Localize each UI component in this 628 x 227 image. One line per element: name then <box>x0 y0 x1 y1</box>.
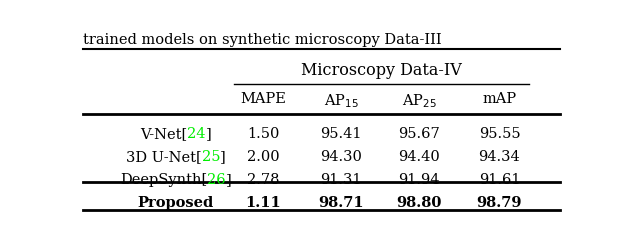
Text: AP$_{15}$: AP$_{15}$ <box>324 92 359 110</box>
Text: 91.31: 91.31 <box>320 172 362 186</box>
Text: 3D U-Net[25]: 3D U-Net[25] <box>0 226 1 227</box>
Text: 1.11: 1.11 <box>246 195 281 209</box>
Text: MAPE: MAPE <box>241 92 286 106</box>
Text: 26: 26 <box>207 172 226 186</box>
Text: 94.30: 94.30 <box>320 150 362 163</box>
Text: trained models on synthetic microscopy Data-III: trained models on synthetic microscopy D… <box>84 32 442 47</box>
Text: 94.34: 94.34 <box>479 150 521 163</box>
Text: V-Net[: V-Net[ <box>140 127 187 141</box>
Text: 3D U-Net[: 3D U-Net[ <box>126 150 202 163</box>
Text: Proposed: Proposed <box>138 195 214 209</box>
Text: 98.80: 98.80 <box>396 195 442 209</box>
Text: V-Net[24]: V-Net[24] <box>0 226 1 227</box>
Text: AP$_{25}$: AP$_{25}$ <box>402 92 436 110</box>
Text: 2.00: 2.00 <box>247 150 279 163</box>
Text: ]: ] <box>220 150 226 163</box>
Text: 94.40: 94.40 <box>398 150 440 163</box>
Text: 95.41: 95.41 <box>320 127 362 141</box>
Text: ]: ] <box>206 127 212 141</box>
Text: 24: 24 <box>187 127 206 141</box>
Text: 98.71: 98.71 <box>318 195 364 209</box>
Text: 95.55: 95.55 <box>479 127 521 141</box>
Text: DeepSynth[: DeepSynth[ <box>120 172 207 186</box>
Text: 91.61: 91.61 <box>479 172 520 186</box>
Text: mAP: mAP <box>482 92 517 106</box>
Text: 98.79: 98.79 <box>477 195 522 209</box>
Text: DeepSynth[26]: DeepSynth[26] <box>0 226 1 227</box>
Text: 95.67: 95.67 <box>398 127 440 141</box>
Text: 1.50: 1.50 <box>247 127 279 141</box>
Text: ]: ] <box>226 172 232 186</box>
Text: 2.78: 2.78 <box>247 172 279 186</box>
Text: 25: 25 <box>202 150 220 163</box>
Text: 91.94: 91.94 <box>398 172 440 186</box>
Text: Microscopy Data-IV: Microscopy Data-IV <box>301 62 462 79</box>
